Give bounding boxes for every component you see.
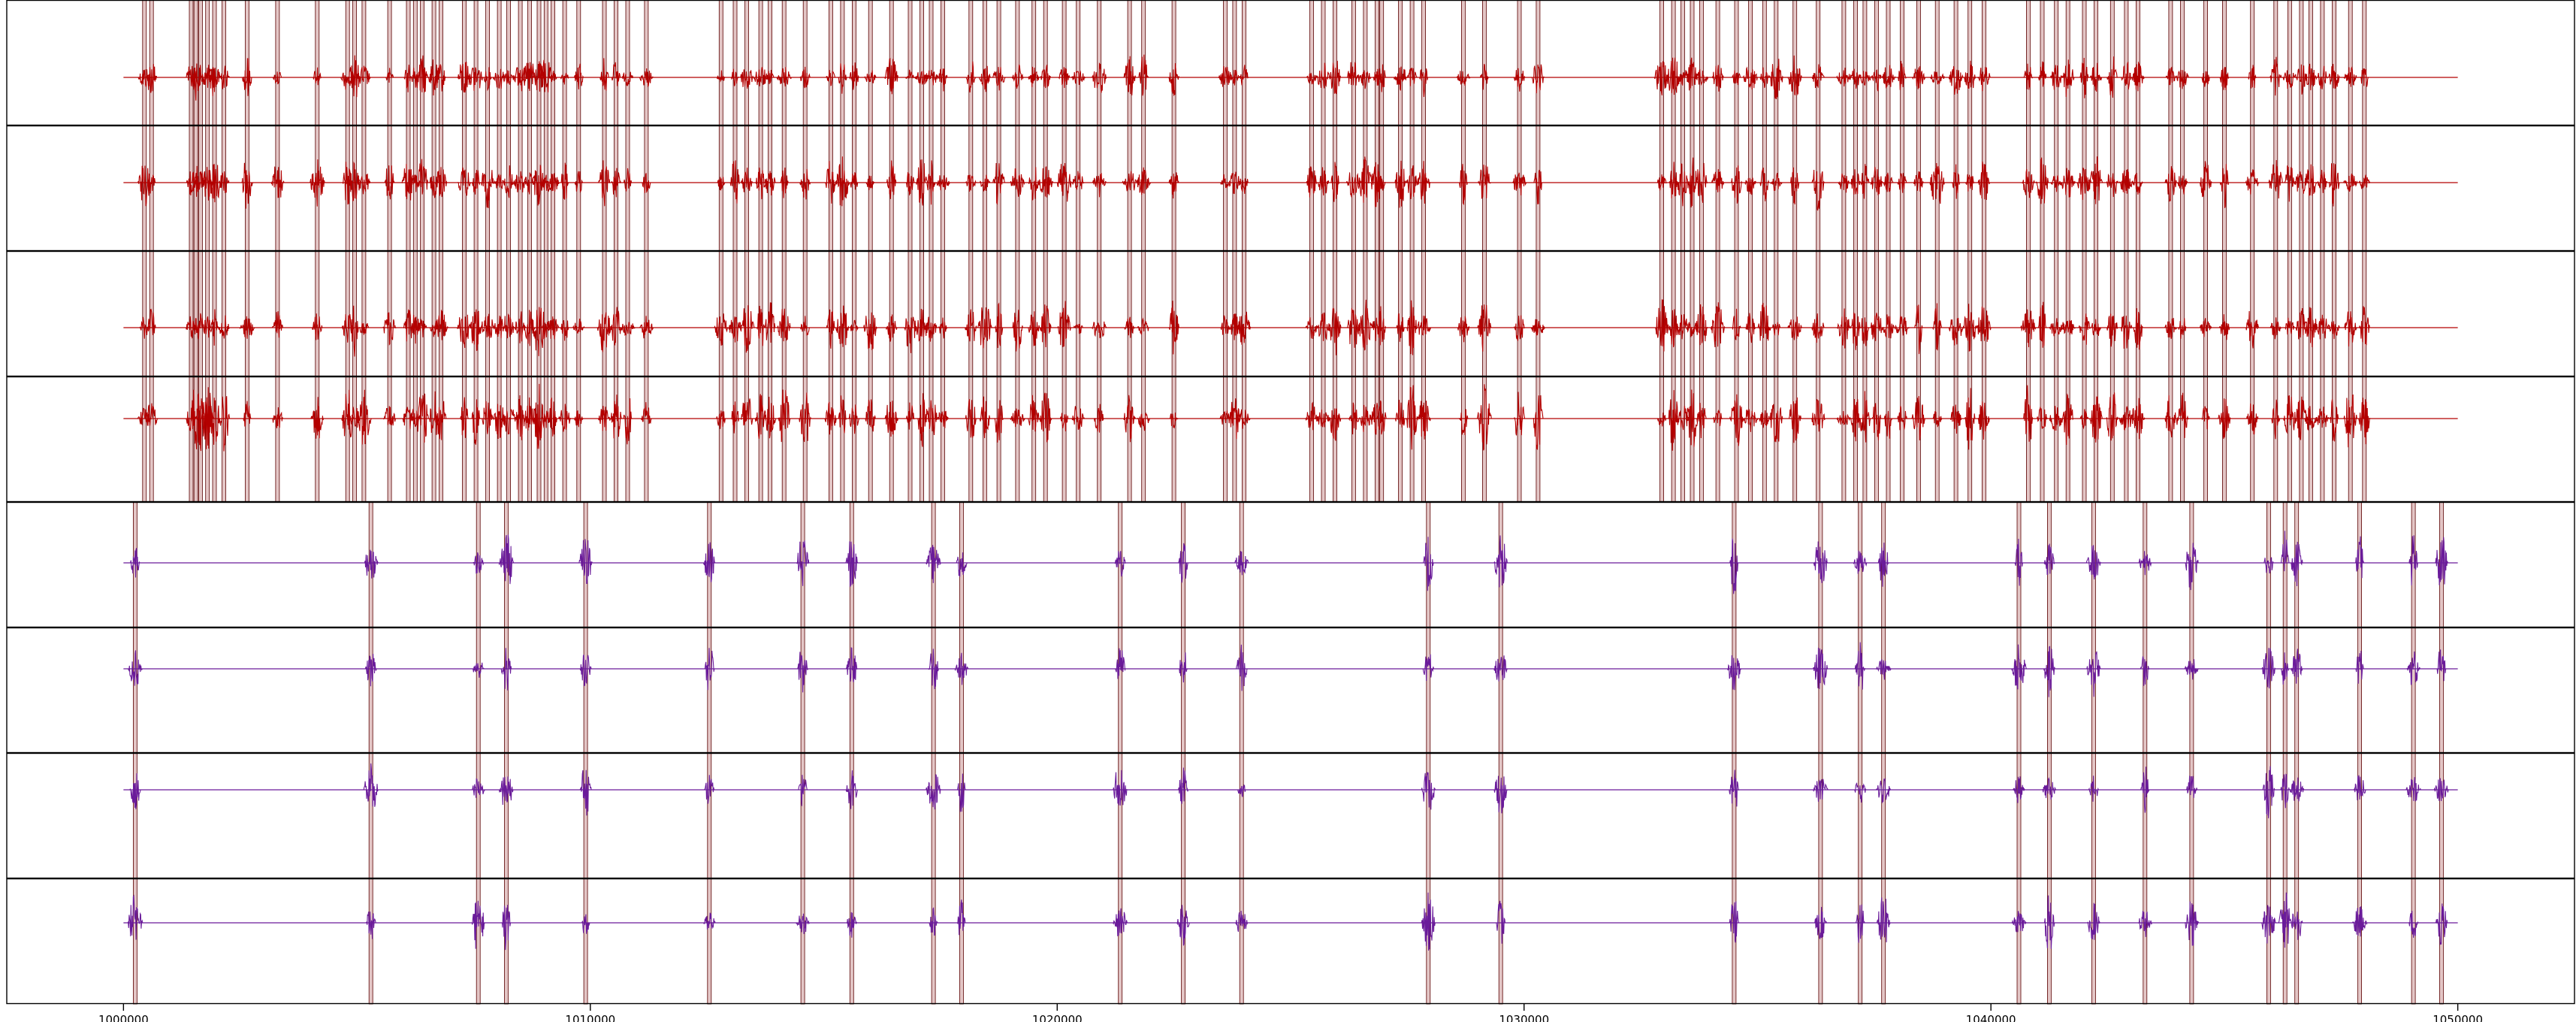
x-axis: 1000000 1010000 1020000 1030000 1040000 10500… (98, 1004, 2483, 1022)
signal-trace-panel-5 (127, 642, 2447, 697)
panel-frames (6, 0, 2575, 1005)
panel-frame-7 (6, 878, 2575, 1005)
x-tick-label-5: 1050000 (2433, 1013, 2483, 1022)
signal-trace-panel-6 (129, 763, 2449, 818)
x-tick-label-4: 1040000 (1966, 1013, 2016, 1022)
panel-frame-2 (6, 250, 2575, 377)
x-tick-label-1: 1010000 (565, 1013, 615, 1022)
panel-frame-1 (6, 125, 2575, 252)
signal-trace-panel-1 (137, 156, 2371, 211)
panel-frame-6 (6, 752, 2575, 879)
x-tick-label-2: 1020000 (1032, 1013, 1083, 1022)
panel-frame-0 (6, 0, 2575, 126)
signal-trace-panel-2 (139, 299, 2370, 357)
signal-trace-panel-0 (137, 54, 2369, 101)
signal-traces (123, 54, 2458, 951)
panel-frame-5 (6, 627, 2575, 754)
panel-frame-4 (6, 501, 2575, 628)
panel-frame-3 (6, 376, 2575, 503)
signal-trace-panel-7 (127, 892, 2448, 951)
signal-trace-panel-4 (130, 531, 2448, 594)
x-tick-label-3: 1030000 (1499, 1013, 1549, 1022)
x-tick-label-0: 1000000 (98, 1013, 149, 1022)
signal-trace-panel-3 (137, 383, 2371, 452)
